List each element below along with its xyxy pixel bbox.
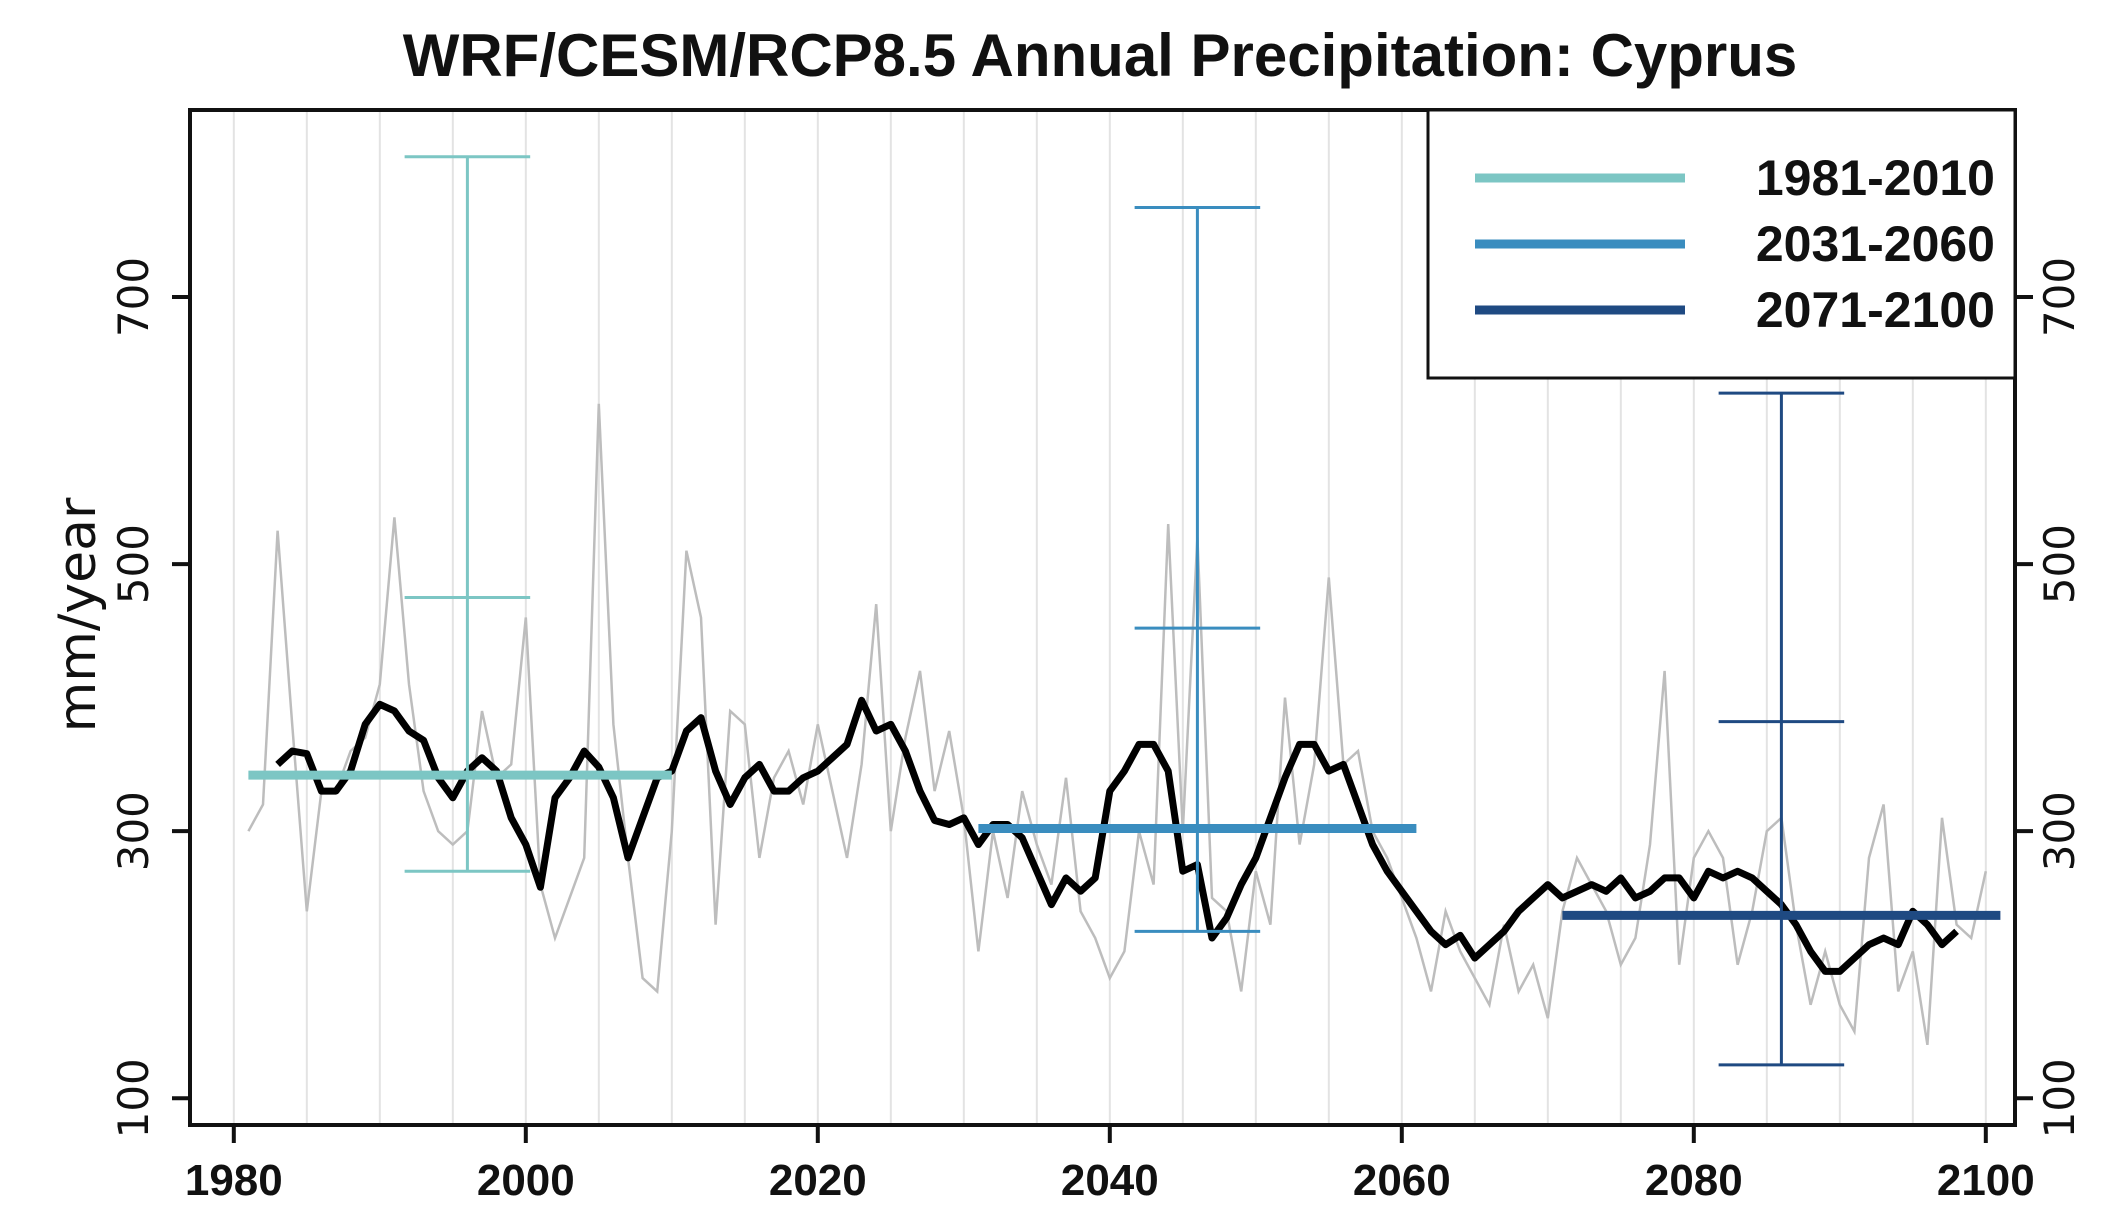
grid-lines [232,110,1987,1125]
y-axis-label: mm/year [48,497,108,732]
y-tick-label-left: 100 [109,1058,158,1138]
y-tick-label-right: 300 [2035,791,2084,871]
x-tick-label: 2100 [1937,1156,2035,1205]
y-tick-label-left: 700 [109,257,158,337]
chart-title: WRF/CESM/RCP8.5 Annual Precipitation: Cy… [403,22,1798,89]
series-layer [247,155,2001,1067]
y-tick-label-right: 700 [2035,257,2084,337]
y-tick-label-right: 100 [2035,1058,2084,1138]
x-tick-label: 2020 [769,1156,867,1205]
x-tick-label: 2040 [1061,1156,1159,1205]
y-tick-label-left: 300 [109,791,158,871]
x-tick-label: 2000 [477,1156,575,1205]
x-tick-label: 2080 [1645,1156,1743,1205]
plot-frame [188,108,2017,1127]
y-tick-label-left: 500 [109,524,158,604]
legend-label-2031-2060: 2031-2060 [1756,216,1995,272]
x-tick-label: 2060 [1353,1156,1451,1205]
x-tick-label: 1980 [185,1156,283,1205]
legend: 1981-2010 2031-2060 2071-2100 [1426,108,2017,380]
legend-label-2071-2100: 2071-2100 [1756,282,1995,338]
smoothed-series-line [275,696,1959,975]
legend-label-1981-2010: 1981-2010 [1756,150,1995,206]
y-tick-label-right: 500 [2035,524,2084,604]
annual-series-line [247,403,1988,1046]
